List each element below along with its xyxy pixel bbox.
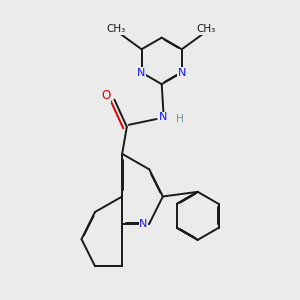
Text: CH₃: CH₃ [196, 24, 216, 34]
Text: N: N [139, 219, 148, 229]
Text: N: N [137, 68, 146, 77]
Text: H: H [176, 114, 184, 124]
Text: O: O [101, 89, 110, 102]
Text: N: N [178, 68, 186, 77]
Text: N: N [159, 112, 167, 122]
Text: CH₃: CH₃ [107, 24, 126, 34]
